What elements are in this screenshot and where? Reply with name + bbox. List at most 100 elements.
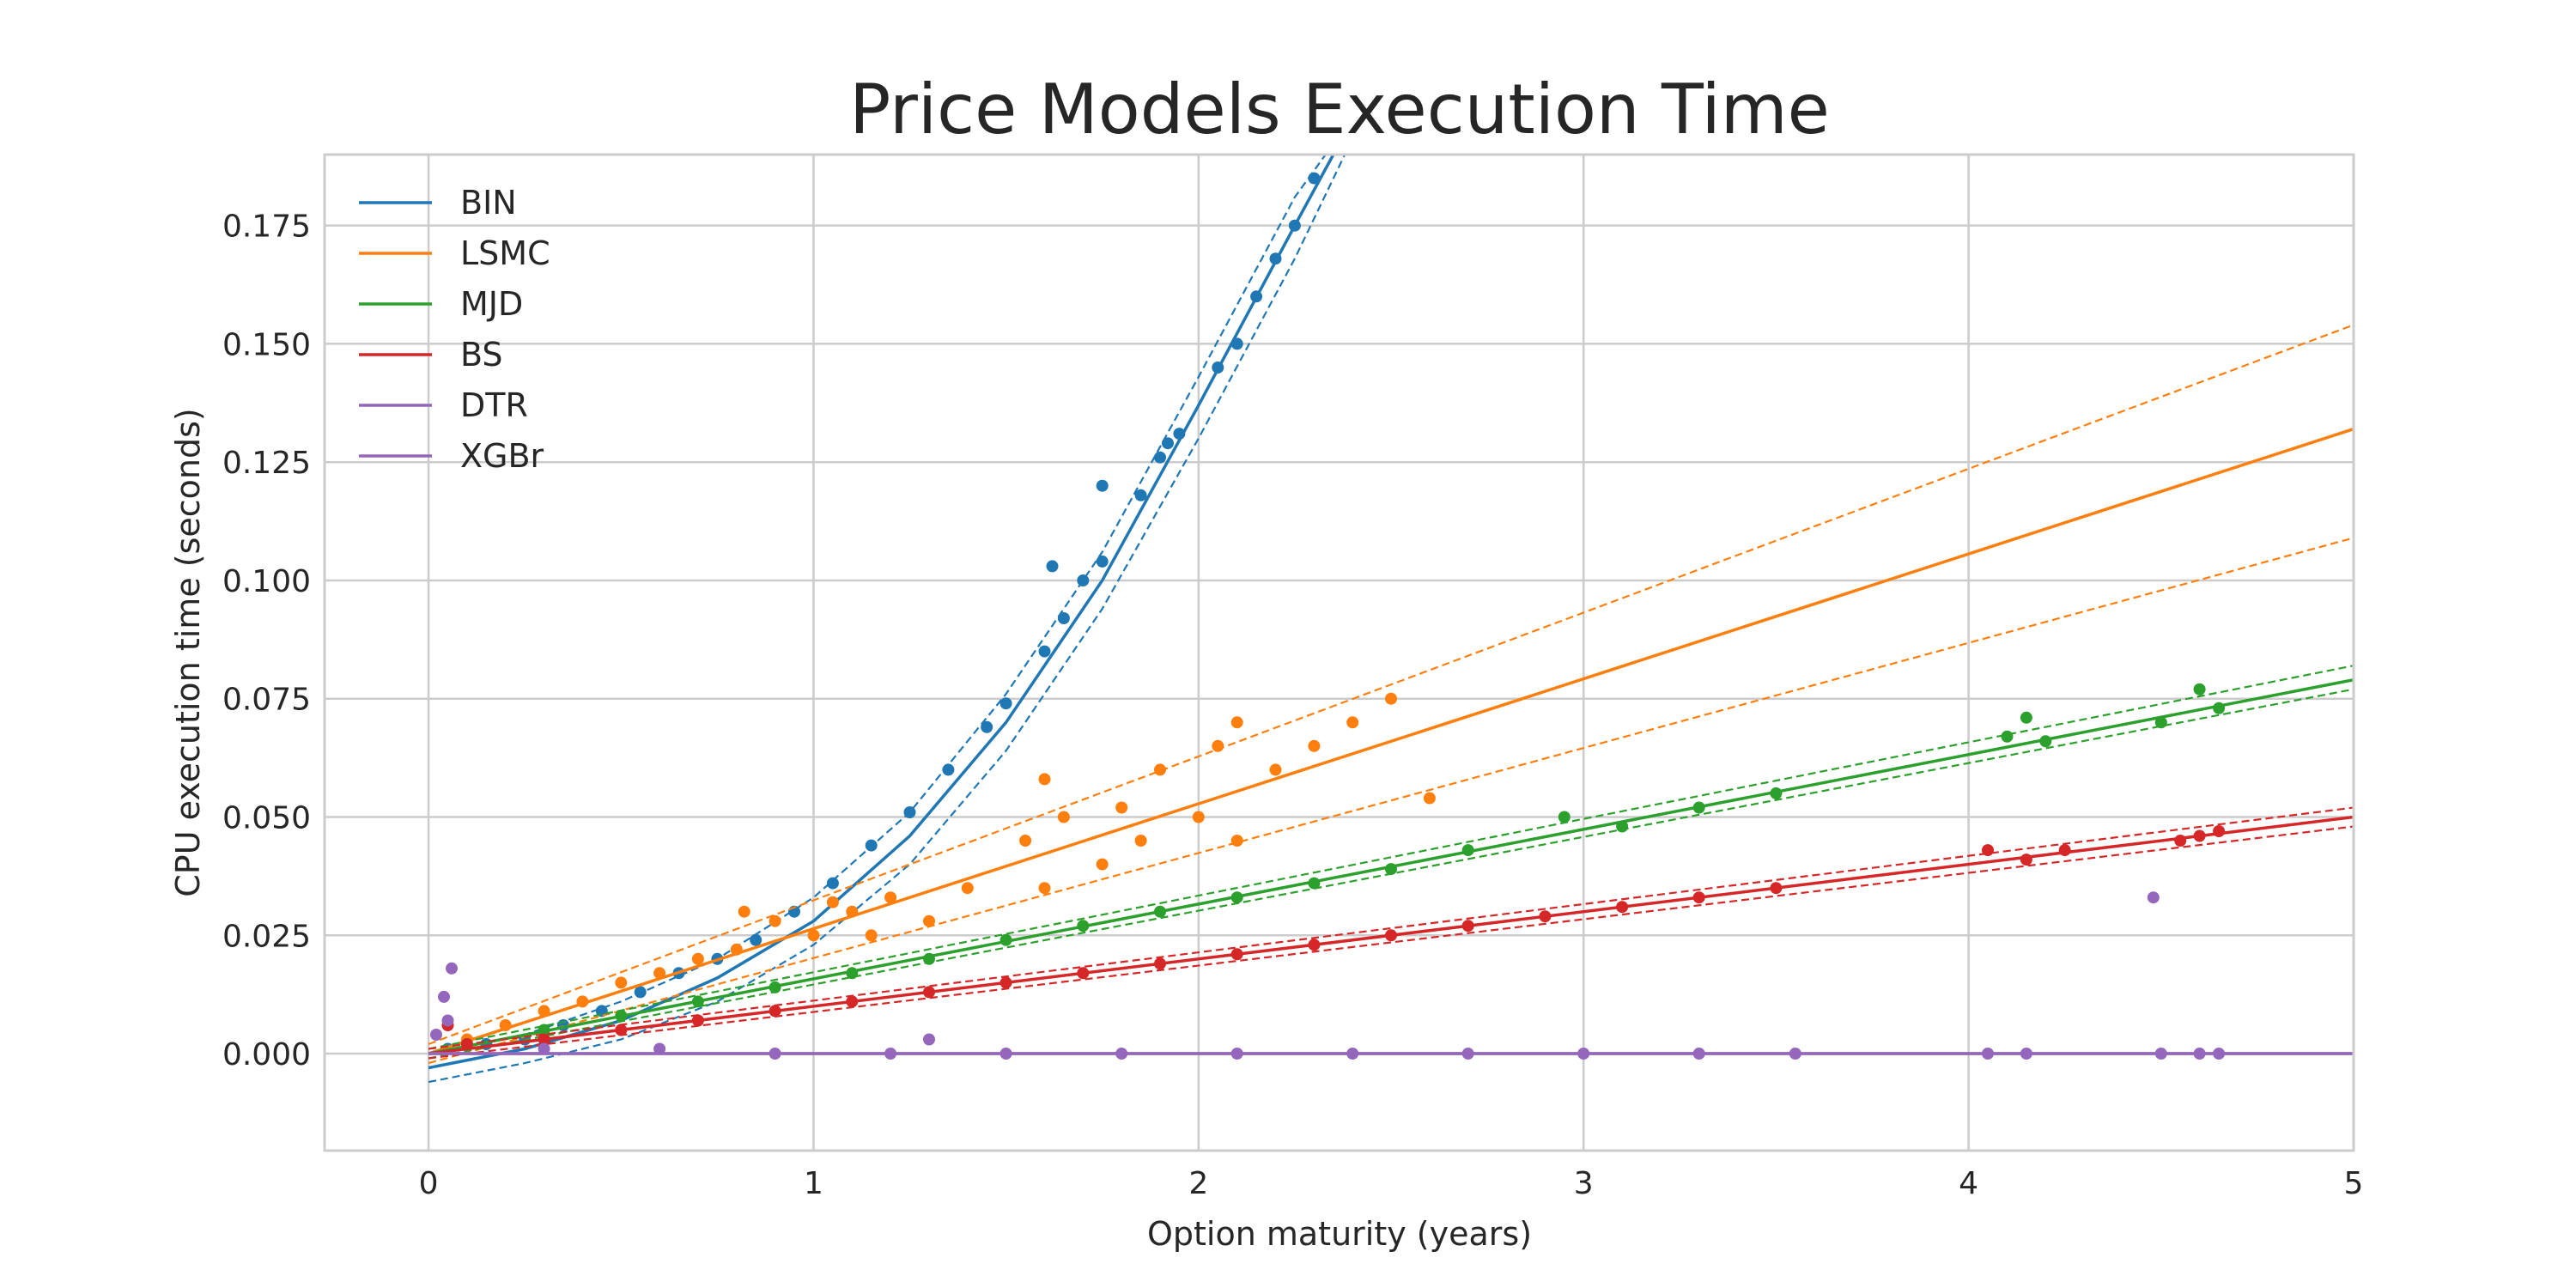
y-tick-label: 0.025 [222,919,311,954]
legend-label: BS [460,336,503,374]
x-tick-label: 4 [1959,1166,1978,1201]
tick-labels: 0 1 2 3 4 5 0.000 0.025 0.050 0.075 0.100 0.125 0.15… [222,210,2364,1201]
y-tick-label: 0.075 [222,683,311,718]
data-point-dtr [653,1042,666,1055]
data-point-bin [999,697,1012,710]
legend-item-mjd: MJD [359,285,523,323]
series-layer [428,155,2354,1084]
series-lsmc [428,324,2354,1065]
fit-line-bin [428,155,1335,1070]
plot-background [325,155,2354,1151]
data-point-lsmc [1019,835,1032,847]
fit-line-bs [428,815,2354,1055]
chart-title: Price Models Execution Time [849,70,1830,149]
data-point-dtr [2147,891,2160,904]
y-tick-label: 0.125 [222,446,311,481]
data-point-lsmc [738,905,750,918]
data-point-bin [1077,574,1090,586]
data-point-bin [981,720,993,733]
legend-label: BIN [460,184,517,222]
y-tick-label: 0.150 [222,327,311,362]
confidence-line-lsmc [428,324,2354,1046]
data-point-lsmc [769,914,781,927]
legend-item-bin: BIN [359,184,517,222]
confidence-line-mjd [428,688,2354,1060]
data-point-lsmc [1038,882,1051,895]
data-point-dtr [923,1033,935,1046]
series-mjd [428,665,2354,1060]
data-point-bin [1057,612,1070,624]
y-tick-label: 0.175 [222,210,311,245]
data-point-lsmc [1269,763,1282,776]
legend-item-dtr: DTR [359,386,528,424]
legend-item-xgbr: XGBr [359,437,544,475]
x-tick-label: 1 [804,1166,823,1201]
series-bin [428,155,1346,1084]
plot-frame [323,153,2355,1152]
y-tick-label: 0.100 [222,564,311,599]
data-point-bin [1134,489,1147,501]
data-point-bin [1096,555,1109,568]
data-point-bin [1154,451,1166,464]
legend-item-bs: BS [359,336,503,374]
x-tick-label: 5 [2344,1166,2364,1201]
confidence-line-bs [428,806,2354,1050]
x-tick-label: 2 [1188,1166,1208,1201]
series-bs [428,806,2354,1060]
data-point-lsmc [1115,801,1128,814]
data-point-lsmc [1038,773,1051,786]
data-point-bin [1038,645,1051,658]
data-point-bin [826,877,839,890]
data-point-lsmc [615,976,628,989]
data-point-lsmc [1385,692,1397,705]
data-point-lsmc [691,952,704,965]
legend: BIN LSMC MJD BS DTR XGBr [359,184,550,475]
x-tick-label: 0 [419,1166,439,1201]
fit-line-mjd [428,677,2354,1055]
data-point-lsmc [1134,835,1147,847]
data-point-lsmc [807,929,820,942]
data-point-bin [1096,479,1109,492]
data-point-lsmc [1230,716,1243,729]
data-point-lsmc [865,929,878,942]
legend-label: XGBr [460,437,544,475]
data-point-lsmc [961,882,974,895]
data-point-dtr [441,1014,454,1027]
data-point-dtr [538,1042,550,1055]
fit-line-lsmc [428,427,2354,1055]
legend-label: MJD [460,285,523,323]
data-point-bin [942,763,955,776]
data-point-bin [750,933,762,946]
confidence-line-bs [428,825,2354,1060]
data-point-lsmc [923,914,935,927]
data-point-lsmc [1154,763,1166,776]
data-point-lsmc [1057,811,1070,823]
data-point-bin [1046,560,1059,573]
data-point-mjd [2001,730,2014,743]
data-point-lsmc [884,891,897,904]
confidence-line-lsmc [428,537,2354,1065]
data-point-dtr [438,990,450,1003]
y-axis-label: CPU execution time (seconds) [169,408,207,897]
x-tick-label: 3 [1574,1166,1594,1201]
data-point-lsmc [1308,739,1321,752]
data-point-lsmc [1423,792,1436,805]
data-point-dtr [430,1029,442,1041]
confidence-line-mjd [428,665,2354,1050]
legend-label: DTR [460,386,528,424]
data-point-mjd [2020,711,2032,724]
legend-label: LSMC [460,234,550,272]
confidence-line-bin [428,155,1327,1055]
data-point-lsmc [1346,716,1359,729]
y-tick-label: 0.050 [222,800,311,835]
legend-item-lsmc: LSMC [359,234,550,272]
data-point-lsmc [1096,858,1109,871]
confidence-line-bin [428,155,1346,1084]
data-point-mjd [1558,811,1571,823]
data-point-lsmc [1192,811,1205,823]
y-tick-label: 0.000 [222,1037,311,1072]
data-point-lsmc [826,896,839,908]
data-point-mjd [2193,683,2206,696]
